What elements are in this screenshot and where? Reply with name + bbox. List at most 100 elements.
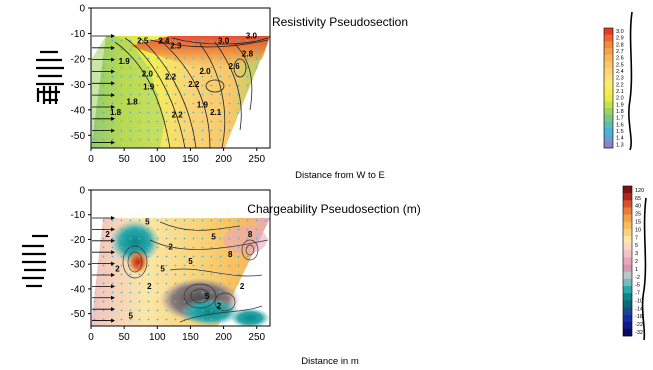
n-level-arrowhead [111, 272, 115, 277]
contour-label: 5 [211, 232, 216, 241]
colorbar-swatch [623, 257, 632, 265]
colorbar-swatch [623, 286, 632, 294]
contour-label: 8 [228, 250, 233, 259]
colorbar-label: 2.2 [616, 82, 624, 88]
contour-label: 1.8 [127, 98, 139, 107]
resistivity-y-axis: 0 -10 -20 -30 -40 -50 [71, 4, 91, 142]
contour-label: 3.0 [218, 37, 230, 46]
chargeability-panel: Chargeability Pseudosection (m) 0 -10 -20 -… [71, 186, 645, 368]
colorbar-swatch [604, 94, 613, 102]
resistivity-colorbar: 3.02.92.82.72.62.52.42.32.22.12.01.91.81… [603, 27, 624, 149]
resistivity-panel: Resistivity Pseudosection 0 -10 -20 -30 -40 -… [71, 4, 624, 182]
n-level-arrowhead [111, 45, 115, 50]
chargeability-plot-border [90, 189, 271, 327]
contour-label: 2.1 [210, 108, 222, 117]
y-tick-label: -20 [71, 54, 86, 65]
y-tick-label: -30 [71, 80, 86, 91]
x-tick-label: 200 [215, 332, 232, 343]
colorbar-swatch [623, 236, 632, 244]
colorbar-frame [622, 185, 633, 337]
colorbar-swatch [623, 243, 632, 251]
n-level-arrowhead [111, 104, 115, 109]
colorbar-label: 40 [635, 204, 641, 210]
colorbar-label: 1 [635, 267, 638, 273]
colorbar-label: 2.1 [616, 89, 624, 95]
colorbar-label: -7 [635, 291, 640, 297]
colorbar-label: 65 [635, 196, 641, 202]
contour-label: 1.9 [119, 57, 131, 66]
y-tick-label: -40 [71, 284, 86, 295]
colorbar-swatch [604, 68, 613, 75]
y-tick-label: -10 [71, 29, 86, 40]
colorbar-label: 120 [635, 188, 644, 194]
colorbar-label: -32 [635, 330, 643, 336]
colorbar-label: 2.5 [616, 62, 624, 68]
contour-label: 2.6 [229, 62, 241, 71]
contour-label: 5 [129, 312, 134, 321]
chargeability-title: Chargeability Pseudosection (m) [247, 202, 420, 216]
redacted-y-axis-scribble-top [36, 50, 64, 104]
contour-label: 2.4 [158, 37, 170, 46]
contour-label: 2.2 [165, 72, 177, 81]
colorbar-label: 5 [635, 243, 638, 249]
y-tick-label: -20 [71, 235, 86, 246]
colorbar-label: 25 [635, 212, 641, 218]
n-level-arrowhead [111, 238, 115, 243]
x-tick-label: 0 [88, 332, 94, 343]
colorbar-swatch [604, 81, 613, 89]
chargeability-contours [122, 221, 269, 323]
contour-label: 2 [168, 242, 173, 251]
colorbar-label: 2.0 [616, 96, 624, 102]
colorbar-swatch [623, 314, 632, 323]
contour-label: 2.0 [142, 70, 154, 79]
colorbar-label: -14 [635, 306, 643, 312]
x-tick-label: 200 [215, 154, 232, 165]
colorbar-label: -5 [635, 283, 640, 289]
resistivity-title: Resistivity Pseudosection [272, 15, 408, 29]
colorbar-swatch [604, 48, 613, 55]
y-tick-label: -50 [71, 309, 86, 320]
colorbar-swatch [604, 141, 613, 149]
resistivity-contours [114, 37, 269, 148]
colorbar-label: -10 [635, 298, 643, 304]
chargeability-section-dots [91, 218, 270, 326]
n-level-arrowhead [111, 250, 115, 255]
contour-label: 2 [147, 282, 152, 291]
colorbar-label: 2.7 [616, 49, 624, 55]
contour-label: 5 [145, 218, 150, 227]
colorbar-swatch [623, 214, 632, 223]
colorbar-label: 2.9 [616, 36, 624, 42]
contour-label: 2.5 [137, 37, 149, 46]
colorbar-swatch [623, 300, 632, 308]
contour-label: 2.8 [242, 49, 254, 58]
n-level-arrowhead [111, 227, 115, 232]
x-tick-label: 50 [119, 332, 131, 343]
n-level-arrowhead [111, 261, 115, 266]
chargeability-n-level-markers [92, 216, 115, 323]
x-tick-label: 50 [119, 154, 131, 165]
resistivity-x-axis: 0 50 100 150 200 250 [88, 148, 266, 165]
colorbar-label: -2 [635, 275, 640, 281]
contour-label: 5 [205, 292, 210, 301]
colorbar-swatch [623, 221, 632, 230]
colorbar-swatch [604, 128, 613, 135]
x-tick-label: 150 [182, 154, 199, 165]
colorbar-label: 2.8 [616, 42, 624, 48]
n-level-arrowhead [111, 318, 115, 323]
colorbar-swatch [604, 74, 613, 82]
contour-label: 3.0 [246, 32, 258, 41]
contour-label: 2.0 [199, 67, 211, 76]
y-tick-label: -40 [71, 105, 86, 116]
colorbar-swatch [623, 250, 632, 258]
contour-label: 8 [248, 230, 253, 239]
colorbar-swatch [623, 228, 632, 237]
colorbar-label: 1.4 [616, 136, 624, 142]
contour-label: 2.2 [172, 110, 184, 119]
n-level-arrowhead [111, 140, 115, 145]
chargeability-x-axis-label: Distance in m [301, 356, 359, 367]
colorbar-label: 2.6 [616, 56, 624, 62]
colorbar-label: 1.3 [616, 142, 624, 148]
